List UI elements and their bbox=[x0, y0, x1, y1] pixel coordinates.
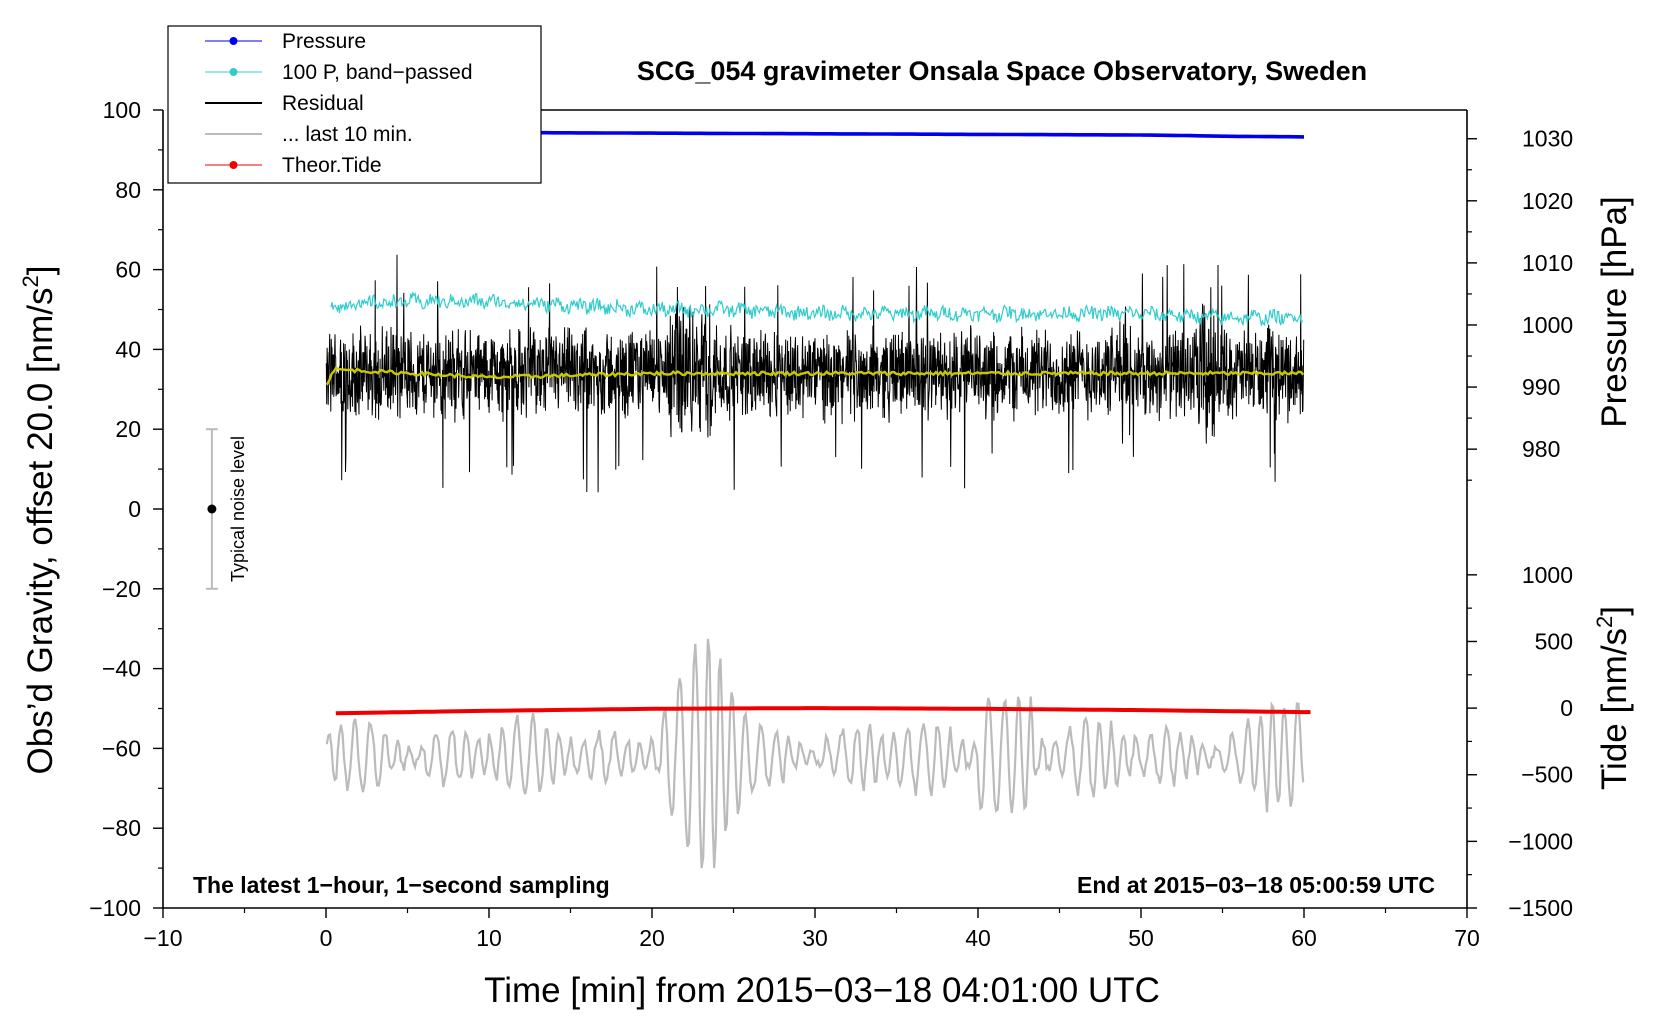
x-tick-label: 50 bbox=[1128, 925, 1154, 951]
x-tick-label: 20 bbox=[639, 925, 665, 951]
y-left-title-main: Obs’d Gravity, offset 20.0 [nm/s bbox=[21, 288, 60, 775]
legend-label: Pressure bbox=[282, 30, 366, 53]
series-theor-tide-line bbox=[335, 706, 1311, 716]
series-band-passed-line bbox=[330, 291, 1303, 326]
series-last-10-min-line bbox=[325, 638, 1305, 869]
pressure-axis: 1030 1020 1010 1000 990 980 bbox=[1467, 126, 1573, 481]
y-left-tick-label: 60 bbox=[115, 257, 141, 283]
y-left-title-sup: 2 bbox=[18, 275, 43, 287]
legend-label: Residual bbox=[282, 92, 364, 115]
legend-label: 100 P, band−passed bbox=[282, 61, 473, 84]
noise-center-dot bbox=[207, 504, 217, 514]
tide-axis-title: Tide [nm/s2] bbox=[1592, 606, 1634, 790]
y-left-tick-label: 80 bbox=[115, 177, 141, 203]
legend-marker bbox=[229, 37, 238, 45]
pressure-tick-label: 1000 bbox=[1522, 312, 1573, 338]
tide-title-end: ] bbox=[1595, 606, 1634, 616]
legend-label: Theor.Tide bbox=[282, 154, 382, 177]
tide-axis: 1000 500 0 −500 −1000 −1500 bbox=[1467, 562, 1573, 921]
tide-tick-label: 500 bbox=[1535, 628, 1573, 654]
tide-title-main: Tide [nm/s bbox=[1595, 628, 1634, 790]
pressure-tick-label: 1010 bbox=[1522, 250, 1573, 276]
legend-box bbox=[167, 25, 542, 184]
tide-tick-label: −500 bbox=[1521, 762, 1573, 788]
tide-tick-label: −1500 bbox=[1508, 895, 1573, 921]
series-residual-line bbox=[325, 254, 1305, 493]
legend-label: ... last 10 min. bbox=[282, 123, 413, 146]
x-tick-label: 40 bbox=[965, 925, 991, 951]
tide-tick-label: 1000 bbox=[1522, 562, 1573, 588]
y-left-tick-label: −20 bbox=[102, 576, 141, 602]
noise-level-indicator: Typical noise level bbox=[205, 428, 248, 590]
y-left-tick-label: 0 bbox=[128, 496, 141, 522]
x-tick-label: 30 bbox=[802, 925, 828, 951]
y-left-tick-label: −80 bbox=[102, 815, 141, 841]
x-axis-title: Time [min] from 2015−03−18 04:01:00 UTC bbox=[484, 971, 1160, 1010]
annotation-bottom-left: The latest 1−hour, 1−second sampling bbox=[193, 872, 610, 898]
y-left-tick-label: 20 bbox=[115, 416, 141, 442]
x-tick-label: 0 bbox=[320, 925, 333, 951]
legend: Pressure 100 P, band−passed Residual ... la… bbox=[167, 25, 542, 184]
x-tick-label: 60 bbox=[1291, 925, 1317, 951]
noise-label: Typical noise level bbox=[228, 436, 248, 582]
y-left-tick-label: −60 bbox=[102, 735, 141, 761]
legend-marker bbox=[229, 161, 238, 169]
y-left-tick-label: −40 bbox=[102, 656, 141, 682]
pressure-axis-title: Pressure [hPa] bbox=[1595, 196, 1634, 428]
x-tick-label: 10 bbox=[476, 925, 502, 951]
tide-tick-label: 0 bbox=[1560, 695, 1573, 721]
chart-title: SCG_054 gravimeter Onsala Space Observat… bbox=[637, 56, 1367, 86]
annotation-bottom-right: End at 2015−03−18 05:00:59 UTC bbox=[1077, 872, 1435, 898]
series-residual-mean-line bbox=[325, 366, 1305, 386]
y-left-tick-label: 40 bbox=[115, 336, 141, 362]
legend-marker bbox=[229, 68, 238, 76]
y-left-title-end: ] bbox=[21, 266, 60, 276]
pressure-tick-label: 980 bbox=[1522, 436, 1560, 462]
x-tick-label: 70 bbox=[1454, 925, 1480, 951]
x-axis: −10 0 10 20 30 40 50 60 70 bbox=[143, 908, 1480, 951]
tide-tick-label: −1000 bbox=[1508, 828, 1573, 854]
y-left-tick-label: 100 bbox=[103, 97, 141, 123]
y-left-tick-label: −100 bbox=[89, 895, 141, 921]
pressure-tick-label: 990 bbox=[1522, 374, 1560, 400]
y-left-axis-title: Obs’d Gravity, offset 20.0 [nm/s2] bbox=[18, 266, 60, 775]
x-tick-label: −10 bbox=[143, 925, 182, 951]
tide-title-sup: 2 bbox=[1592, 616, 1617, 628]
legend-entries: Pressure 100 P, band−passed Residual ... la… bbox=[205, 30, 473, 177]
pressure-tick-label: 1030 bbox=[1522, 126, 1573, 152]
pressure-tick-label: 1020 bbox=[1522, 188, 1573, 214]
y-left-axis: 100 80 60 40 20 0 −20 −40 −60 −80 −100 bbox=[89, 97, 163, 921]
